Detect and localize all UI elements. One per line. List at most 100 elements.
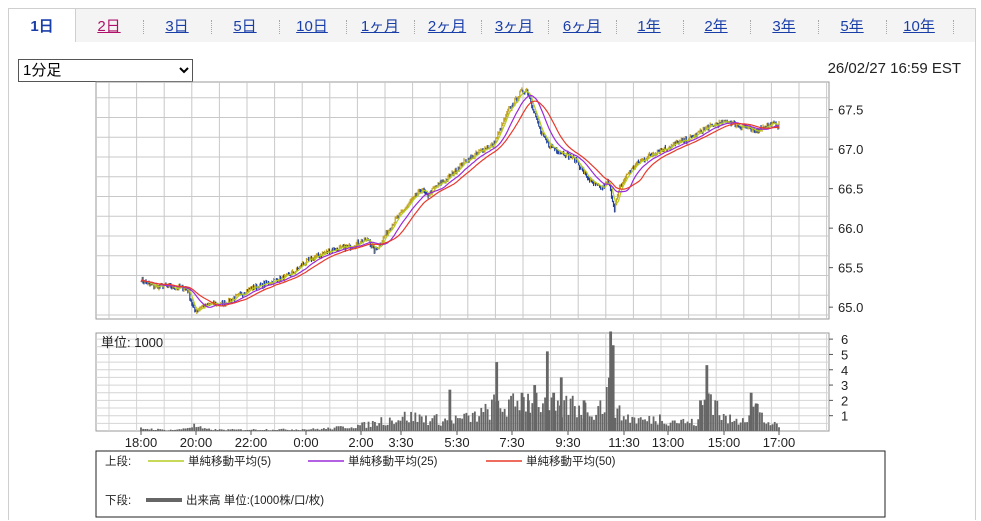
volume-spike-bar <box>611 345 615 431</box>
volume-bar <box>476 421 478 431</box>
x-tick-label: 3:30 <box>388 435 413 450</box>
volume-bar <box>397 420 400 431</box>
volume-bar <box>274 430 276 431</box>
tab-1[interactable]: 1日 <box>9 9 76 44</box>
volume-bar <box>159 429 162 431</box>
volume-bar <box>295 429 298 431</box>
tab-12[interactable]: 3年 <box>772 18 796 35</box>
tab-5[interactable]: 10日 <box>296 18 328 35</box>
volume-bar <box>210 429 213 431</box>
volume-bar <box>388 417 391 431</box>
volume-bar <box>669 422 672 431</box>
tab-7[interactable]: 2ヶ月 <box>427 18 467 35</box>
volume-bar <box>157 428 159 431</box>
price-tick-label: 67.0 <box>838 142 863 157</box>
volume-bar <box>686 421 689 431</box>
timestamp: 26/02/27 16:59 EST <box>827 60 961 77</box>
ma5-line <box>140 90 780 311</box>
volume-bar <box>614 417 617 431</box>
volume-bar <box>601 413 604 431</box>
tab-2[interactable]: 2日 <box>97 18 121 35</box>
volume-bar <box>733 420 736 431</box>
volume-bar <box>654 421 657 431</box>
volume-bar <box>512 393 515 431</box>
x-tick-label: 5:30 <box>444 435 469 450</box>
interval-select[interactable]: 1分足 <box>18 59 193 82</box>
x-tick-label: 2:00 <box>348 435 373 450</box>
tab-4[interactable]: 5日 <box>233 18 257 35</box>
volume-bar <box>673 420 676 431</box>
tab-9[interactable]: 6ヶ月 <box>562 18 602 35</box>
tab-separator <box>211 20 212 34</box>
volume-bar <box>635 423 638 431</box>
volume-bar <box>335 426 338 431</box>
volume-bar <box>374 421 376 431</box>
volume-bar <box>223 429 225 431</box>
volume-bar <box>382 424 385 431</box>
volume-bar <box>554 410 557 431</box>
volume-bar <box>712 414 714 431</box>
volume-bar <box>312 428 315 431</box>
volume-bar <box>235 429 238 431</box>
volume-bar <box>231 429 234 431</box>
volume-bar <box>454 415 457 431</box>
volume-bar <box>701 405 704 431</box>
volume-bar <box>220 429 223 431</box>
volume-bar <box>384 425 387 431</box>
volume-tick-label: 5 <box>841 347 848 362</box>
volume-bar <box>161 429 164 431</box>
volume-bar <box>142 428 145 431</box>
tab-3[interactable]: 3日 <box>165 18 189 35</box>
volume-bar <box>631 416 634 431</box>
volume-bar <box>354 428 357 431</box>
volume-bar <box>308 429 310 431</box>
volume-bar <box>767 422 770 431</box>
tab-separator <box>480 20 482 34</box>
volume-bar <box>452 423 455 431</box>
volume-bar <box>491 399 493 431</box>
volume-bar <box>172 430 174 431</box>
volume-bar <box>665 424 668 431</box>
volume-bar <box>678 423 680 431</box>
tab-13[interactable]: 5年 <box>840 18 864 35</box>
volume-bar <box>637 418 640 431</box>
volume-bar <box>261 430 264 431</box>
volume-bar <box>444 418 447 431</box>
volume-bar <box>544 397 546 431</box>
volume-bar <box>259 430 261 431</box>
volume-bar <box>693 425 695 431</box>
volume-bar <box>663 423 666 431</box>
volume-bar <box>174 429 176 431</box>
volume-bar <box>729 414 731 431</box>
tab-separator <box>278 20 280 34</box>
x-tick-label: 20:00 <box>180 435 213 450</box>
volume-bar <box>227 429 230 431</box>
x-tick-label: 15:00 <box>708 435 741 450</box>
volume-bar <box>225 430 227 431</box>
volume-bar <box>195 427 198 431</box>
x-tick-label: 13:00 <box>652 435 685 450</box>
legend-upper-label: 上段: <box>105 454 131 468</box>
volume-bar <box>193 423 196 431</box>
volume-bar <box>271 429 274 431</box>
volume-bar <box>342 426 344 431</box>
volume-spike-bar <box>699 400 702 431</box>
volume-bar <box>216 430 219 431</box>
volume-bar <box>624 419 627 431</box>
volume-bar <box>310 429 313 431</box>
volume-bar <box>446 420 449 431</box>
volume-bar <box>529 412 532 431</box>
tab-10[interactable]: 1年 <box>637 18 661 35</box>
tab-11[interactable]: 2年 <box>704 18 728 35</box>
tab-8[interactable]: 3ヶ月 <box>494 18 534 35</box>
tab-6[interactable]: 1ヶ月 <box>360 18 400 35</box>
volume-bar <box>590 416 593 431</box>
tab-14[interactable]: 10年 <box>903 18 935 35</box>
volume-bar <box>229 429 232 431</box>
volume-bar <box>371 420 374 431</box>
volume-bar <box>301 429 304 431</box>
volume-bar <box>144 429 147 431</box>
volume-bar <box>146 428 149 431</box>
volume-bar <box>680 419 683 431</box>
volume-bar <box>418 414 421 431</box>
